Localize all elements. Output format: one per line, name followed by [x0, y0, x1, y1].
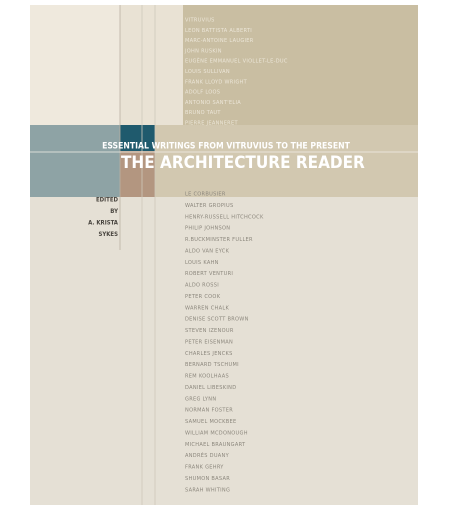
name: PHILIP JOHNSON	[185, 226, 230, 232]
name: GREG LYNN	[185, 396, 216, 402]
name: ADOLF LOOS	[185, 90, 220, 96]
name: ANTONIO SANT'ELIA	[185, 100, 241, 106]
name: ALDO ROSSI	[185, 283, 219, 289]
name: JOHN RUSKIN	[184, 48, 222, 54]
name: FRANK GEHRY	[185, 465, 224, 471]
name: LOUIS KAHN	[185, 260, 219, 266]
name: BERNARD TSCHUMI	[185, 362, 239, 368]
name: PIERRE JEANNERET	[185, 121, 238, 127]
name: WALTER GROPIUS	[185, 203, 233, 209]
name: MARC-ANTOINE LAUGIER	[185, 38, 254, 44]
editor-line: EDITED	[96, 197, 119, 204]
subtitle: ESSENTIAL WRITINGS FROM VITRUVIUS TO THE…	[102, 142, 351, 152]
name: SHUMON BASAR	[185, 476, 230, 482]
name: EUGÈNE EMMANUEL VIOLLET-LE-DUC	[185, 57, 288, 65]
editor-line: A. KRISTA	[88, 220, 119, 227]
khaki-block	[183, 5, 418, 125]
cream-column	[120, 5, 183, 125]
brown-block	[120, 151, 155, 197]
name: VITRUVIUS	[185, 18, 215, 24]
name: FRANK LLOYD WRIGHT	[185, 79, 248, 85]
name: NORMAN FOSTER	[185, 408, 233, 414]
name: SAMUEL MOCKBEE	[185, 419, 236, 425]
editor-line: SYKES	[98, 231, 118, 238]
name: CHARLES JENCKS	[185, 351, 233, 357]
teal-square	[120, 125, 155, 151]
name: HENRY-RUSSELL HITCHCOCK	[185, 214, 264, 220]
name: PETER EISENMAN	[185, 339, 233, 345]
name: R.BUCKMINSTER FULLER	[185, 237, 253, 243]
name: SARAH WHITING	[185, 487, 230, 493]
name: DANIEL LIBESKIND	[185, 385, 236, 391]
name: ALDO VAN EYCK	[185, 248, 230, 254]
name: DENISE SCOTT BROWN	[185, 317, 249, 323]
name: STEVEN IZENOUR	[185, 328, 234, 334]
name: WILLIAM MCDONOUGH	[185, 430, 248, 436]
editor-line: BY	[110, 208, 118, 215]
name: ROBERT VENTURI	[185, 271, 233, 277]
blue-gray-block	[30, 125, 120, 197]
cream-block	[30, 5, 120, 125]
name: WARREN CHALK	[185, 305, 229, 311]
name: LE CORBUSIER	[185, 192, 226, 198]
names: VITRUVIUS LEON BATTISTA ALBERTI MARC-ANTOI…	[88, 18, 288, 494]
title: THE ARCHITECTURE READER	[121, 153, 365, 173]
name: BRUNO TAUT	[185, 110, 221, 116]
name: LEON BATTISTA ALBERTI	[185, 28, 252, 34]
khaki-band	[155, 125, 418, 197]
name: MICHAEL BRAUNGART	[185, 442, 246, 448]
name: PETER COOK	[185, 294, 221, 300]
name: REM KOOLHAAS	[185, 374, 229, 380]
name: ANDRÉS DUANY	[185, 451, 230, 459]
name: LOUIS SULLIVAN	[185, 69, 230, 75]
